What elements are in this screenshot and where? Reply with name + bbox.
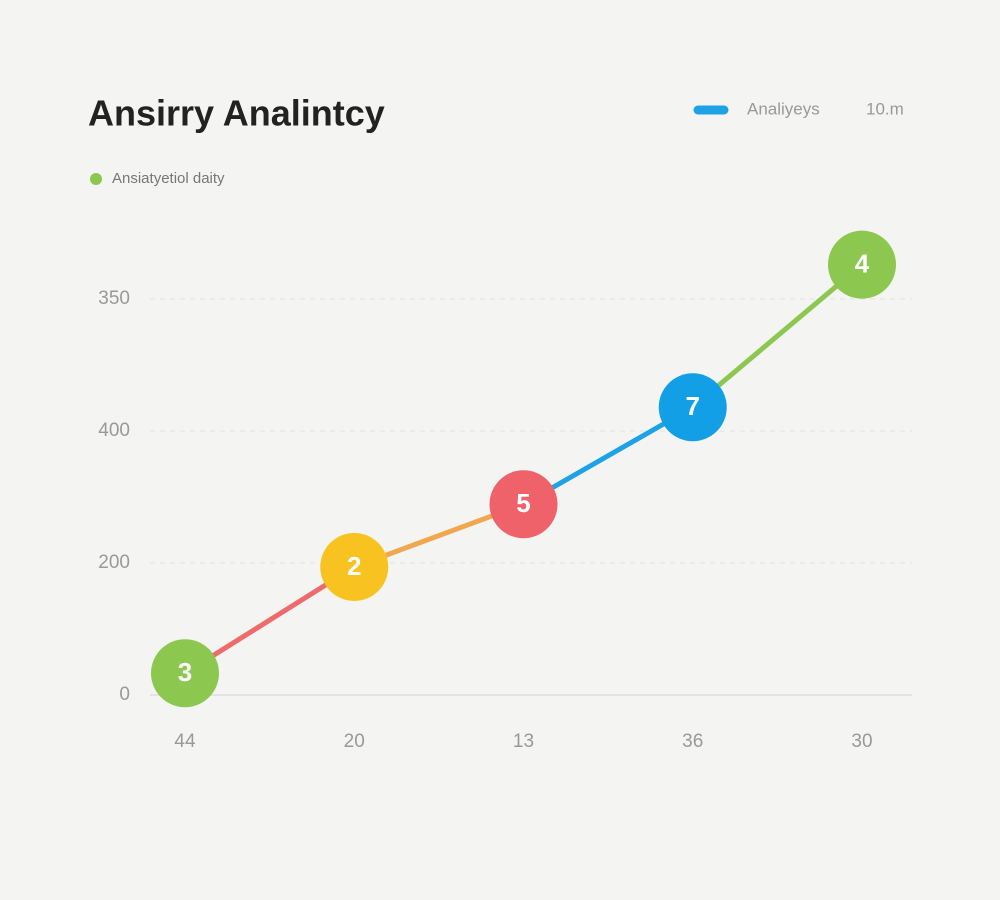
x-tick-label: 30 bbox=[851, 731, 872, 752]
point-label: 2 bbox=[347, 551, 361, 581]
legend-label: Analiyeys bbox=[747, 99, 820, 118]
y-tick-label: 200 bbox=[98, 552, 130, 573]
point bbox=[320, 532, 389, 601]
x-tick-label: 44 bbox=[174, 731, 196, 752]
y-tick-label: 400 bbox=[98, 420, 130, 441]
point bbox=[658, 373, 727, 442]
point-label: 5 bbox=[516, 488, 530, 518]
point bbox=[828, 230, 896, 299]
point-label: 7 bbox=[686, 391, 700, 421]
point-label: 3 bbox=[178, 657, 192, 687]
point-label: 4 bbox=[855, 249, 870, 279]
y-tick-label: 0 bbox=[119, 684, 130, 705]
x-tick-label: 20 bbox=[344, 731, 365, 752]
point bbox=[489, 470, 558, 539]
chart-title: Ansirry Analintcy bbox=[88, 93, 385, 134]
y-tick-label: 350 bbox=[98, 288, 130, 309]
x-tick-label: 13 bbox=[513, 731, 534, 752]
line-segment bbox=[690, 262, 865, 410]
legend-note: 10.m bbox=[866, 99, 904, 118]
subtitle-dot bbox=[90, 173, 102, 185]
chart-subtitle: Ansiatyetiol daity bbox=[112, 170, 225, 187]
x-tick-label: 36 bbox=[682, 731, 703, 752]
point bbox=[151, 639, 219, 708]
